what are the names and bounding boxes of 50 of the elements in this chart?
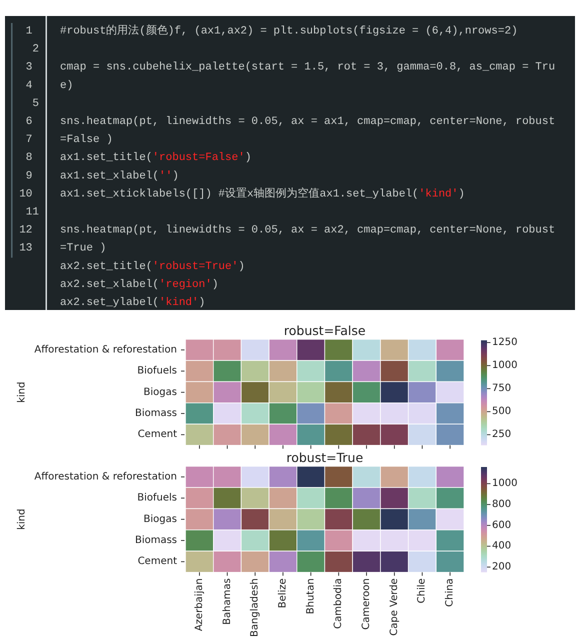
y-tick-label: Afforestation & reforestation: [34, 471, 177, 482]
chart-title: robust=True: [286, 450, 364, 465]
y-tick-label: Cement: [138, 429, 178, 440]
text: 3 cmap = sns.cubehelix_palette(start = 1.5, rot = 3, gamma=0.8, as_cmap = Tru: [26, 62, 556, 74]
color-bar-label: 600: [492, 520, 512, 531]
x-tick-label: Chile: [416, 578, 428, 604]
text: ax2.set_xlabel('region'): [60, 278, 218, 291]
y-axis-title: kind: [16, 508, 28, 530]
text: 1 #robust的用法(颜色)f, (ax1,ax2) = plt.subplots(figsize = (6,4),nrows=2): [26, 26, 518, 38]
y-tick-label: Biomass: [134, 408, 177, 419]
x-tick-label: Cape Verde: [388, 578, 400, 636]
text: 13 =True ): [19, 242, 106, 255]
x-tick-label: Azerbaijan: [194, 578, 205, 632]
color-bar-label: 500: [492, 406, 512, 418]
color-bar-label: 200: [492, 562, 512, 573]
y-tick-label: Biogas: [144, 386, 177, 398]
x-tick-label: Cameroon: [361, 578, 372, 630]
text: 8 ax1.set_title('robust=False'): [26, 152, 252, 164]
x-tick-label: Bhutan: [305, 578, 316, 614]
x-tick-label: Cambodia: [333, 578, 344, 629]
y-tick-label: Biogas: [144, 514, 177, 525]
text: 2: [32, 44, 39, 56]
text: 5: [32, 98, 39, 110]
y-axis-title: kind: [16, 382, 28, 403]
x-tick-label: Bangladesh: [250, 578, 261, 637]
y-tick-label: Biofuels: [137, 366, 177, 377]
text: ax2.set_title('robust=True'): [60, 260, 245, 273]
x-tick-label: Belize: [277, 578, 288, 608]
color-bar-label: 1250: [492, 337, 518, 348]
color-bar-label: 750: [492, 383, 512, 394]
text: 11: [26, 206, 40, 218]
color-bar-label: 800: [492, 499, 512, 510]
y-tick-label: Biomass: [134, 535, 177, 546]
text: 4 e): [26, 80, 74, 92]
y-tick-label: Cement: [138, 556, 178, 568]
x-tick-label: China: [444, 578, 456, 607]
text: 7 =False ): [26, 134, 113, 146]
chart-title: robust=False: [284, 323, 366, 338]
text: 9 ax1.set_xlabel(''): [26, 170, 179, 182]
y-tick-label: Biofuels: [137, 492, 177, 504]
color-bar-label: 1000: [492, 478, 518, 490]
text: 6 sns.heatmap(pt, linewidths = 0.05, ax = ax1, cmap=cmap, center=None, robust: [26, 116, 556, 128]
text: 10 ax1.set_xticklabels([]) #设置x轴图例为空值ax1.set_ylabel('kind'): [19, 188, 465, 200]
x-tick-label: Bahamas: [222, 578, 233, 625]
text: ax2.set_ylabel('kind'): [60, 297, 206, 309]
color-bar-label: 1000: [492, 360, 518, 372]
color-bar-label: 400: [492, 540, 512, 552]
color-bar-label: 250: [492, 429, 512, 440]
text: 12 sns.heatmap(pt, linewidths = 0.05, ax = ax2, cmap=cmap, center=None, robust: [19, 224, 556, 237]
y-tick-label: Afforestation & reforestation: [34, 344, 177, 356]
